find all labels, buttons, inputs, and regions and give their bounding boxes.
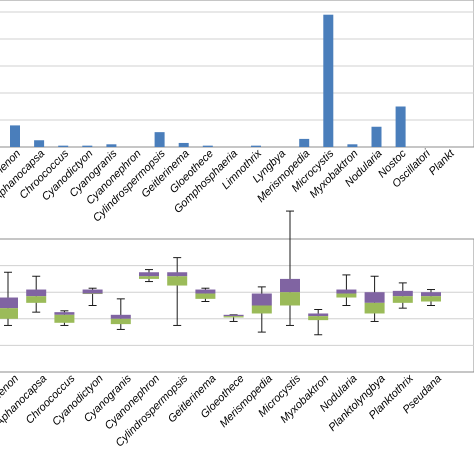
bar-myxobaktron — [347, 144, 358, 147]
box-upper-quartile — [167, 272, 188, 277]
box-cyanonephron — [139, 269, 159, 283]
bar-geitlerinema — [178, 142, 189, 147]
box-nodularia — [336, 274, 357, 306]
box-lower-quartile — [364, 302, 385, 314]
box-lower-quartile — [26, 296, 47, 303]
box-upper-quartile — [308, 313, 329, 317]
box-lower-quartile — [421, 296, 441, 302]
bar-plot-frame — [0, 0, 474, 148]
bar-cylindrospermopsis — [154, 132, 165, 147]
box-lower-quartile — [223, 316, 244, 318]
box-pseudanabaena — [421, 289, 441, 306]
box-chroococcus — [54, 310, 75, 326]
box-upper-quartile — [336, 289, 357, 294]
box-upper-quartile — [280, 278, 300, 293]
box-upper-quartile — [392, 290, 413, 297]
box-upper-quartile — [0, 297, 18, 309]
box-lower-quartile — [167, 276, 188, 286]
box-lower-quartile — [195, 293, 216, 299]
bar-gridlines — [0, 11, 474, 121]
bar-series — [10, 14, 406, 148]
box-upper-quartile — [364, 292, 385, 303]
box-upper-quartile — [421, 292, 441, 297]
box-aphanocapsa — [26, 275, 47, 313]
box-upper-quartile — [223, 314, 244, 317]
box-lower-quartile — [280, 292, 300, 306]
box-plot-panel: nenonAphanocapsaChroococcusCyanodictyonC… — [0, 210, 474, 449]
box-series — [0, 210, 441, 336]
bar-chroococcus — [58, 145, 69, 147]
box-upper-quartile — [139, 272, 159, 277]
box-upper-quartile — [110, 314, 131, 319]
bar-cyanogranis — [106, 144, 117, 147]
box-merismopedia — [251, 286, 272, 333]
box-microcystis — [280, 210, 300, 326]
box-gloeothece — [223, 314, 244, 322]
box-planktothrix — [392, 282, 413, 309]
bar-merismopedia — [299, 138, 310, 147]
bar-x-tick-labels: nenonAphanocapsaChroococcusCyanodictyonC… — [0, 147, 458, 224]
bar-aphanocapsa — [34, 140, 45, 147]
box-upper-quartile — [251, 293, 272, 306]
box-lower-quartile — [392, 296, 413, 303]
box-plot-frame — [0, 238, 474, 373]
box-upper-quartile — [195, 289, 216, 294]
box-lower-quartile — [0, 308, 18, 319]
bar-anabaenon — [10, 125, 20, 147]
bar-chart-panel: nenonAphanocapsaChroococcusCyanodictyonC… — [0, 0, 474, 224]
box-upper-quartile — [54, 312, 75, 315]
box-upper-quartile — [82, 289, 103, 294]
bar-gloeothece — [202, 145, 213, 147]
box-lower-quartile — [139, 276, 159, 279]
box-upper-quartile — [26, 289, 47, 297]
x-tick-label: Plankt — [427, 147, 458, 178]
box-planktolyngbya — [364, 275, 385, 322]
box-lower-quartile — [308, 316, 329, 321]
box-lower-quartile — [336, 293, 357, 298]
box-myxobaktron — [308, 308, 329, 336]
box-lower-quartile — [82, 293, 103, 295]
box-lower-quartile — [54, 314, 75, 323]
box-geitlerinema — [195, 287, 216, 303]
bar-nodularia — [371, 126, 382, 147]
bar-microcystis — [323, 14, 334, 148]
box-x-tick-labels: nenonAphanocapsaChroococcusCyanodictyonC… — [0, 372, 444, 449]
box-cylindrospermopsis — [167, 257, 188, 326]
box-cyanodictyon — [82, 287, 103, 306]
bar-limnothrix — [251, 145, 261, 147]
bar-cyanodictyon — [82, 145, 93, 147]
box-lower-quartile — [251, 305, 272, 314]
box-anabaenon — [0, 271, 18, 326]
box-lower-quartile — [110, 318, 131, 325]
box-cyanogranis — [110, 298, 131, 330]
bar-nostoc — [395, 106, 406, 147]
